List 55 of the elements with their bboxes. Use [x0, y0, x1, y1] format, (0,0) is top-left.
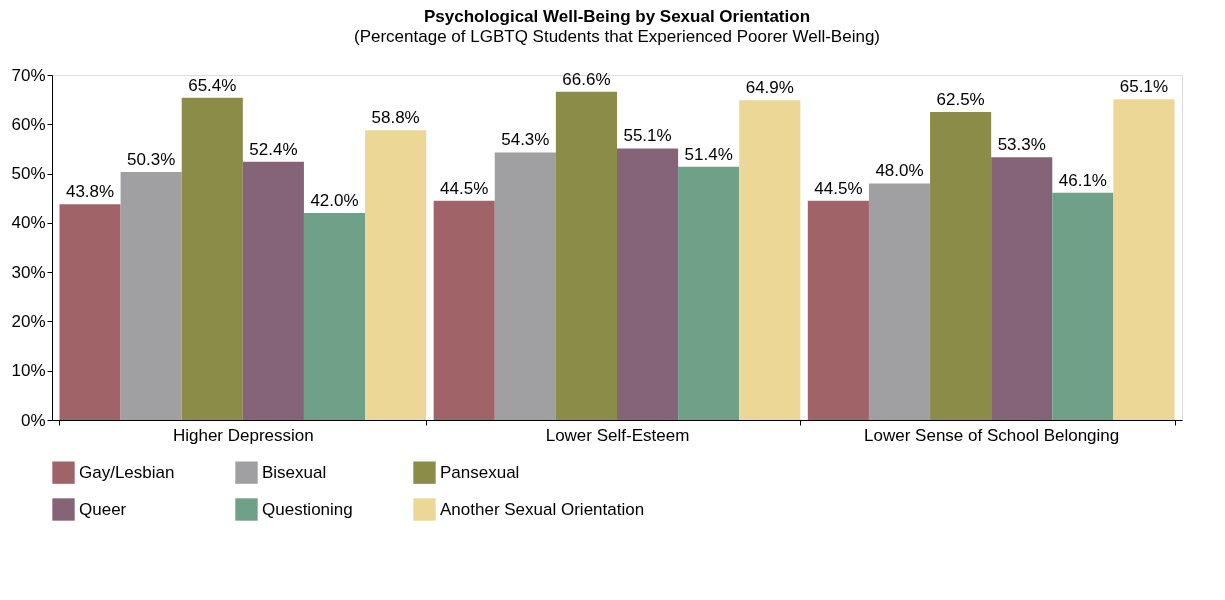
- legend-label: Bisexual: [262, 462, 327, 482]
- data-label: 65.4%: [188, 75, 237, 95]
- y-tick-label: 30%: [11, 262, 46, 282]
- data-label: 66.6%: [562, 69, 611, 89]
- data-label: 53.3%: [997, 135, 1046, 155]
- data-label: 44.5%: [814, 178, 863, 198]
- chart-subtitle: (Percentage of LGBTQ Students that Experienced Poorer Well-Being): [353, 27, 881, 46]
- bar: [807, 200, 869, 420]
- bar: [494, 152, 556, 420]
- y-tick-label: 20%: [11, 311, 46, 331]
- legend-label: Questioning: [262, 499, 353, 519]
- data-label: 52.4%: [249, 139, 298, 159]
- bar: [120, 172, 182, 420]
- bar: [433, 200, 495, 420]
- data-label: 43.8%: [65, 182, 115, 202]
- bar: [678, 166, 740, 420]
- y-tick-label: 40%: [11, 213, 46, 233]
- data-label: 54.3%: [501, 130, 550, 150]
- data-label: 65.1%: [1119, 77, 1169, 97]
- bar: [991, 157, 1053, 420]
- data-label: 42.0%: [310, 191, 359, 210]
- data-label: 51.4%: [684, 144, 733, 164]
- bar: [59, 204, 121, 420]
- data-label: 64.9%: [745, 78, 794, 98]
- y-tick-label: 10%: [11, 361, 46, 381]
- bar: [868, 183, 931, 420]
- data-label: 50.3%: [127, 150, 176, 170]
- bar: [242, 161, 304, 420]
- data-label: 62.5%: [936, 89, 985, 109]
- bar: [739, 100, 801, 420]
- x-tick-label: Higher Depression: [172, 425, 314, 445]
- legend-label: Gay/Lesbian: [79, 462, 175, 482]
- legend-label: Another Sexual Orientation: [440, 499, 645, 519]
- data-label: 58.8%: [371, 108, 420, 128]
- legend-label: Queer: [79, 499, 127, 519]
- data-label: 44.5%: [440, 178, 489, 198]
- bar: [1052, 192, 1114, 420]
- bar: [555, 91, 617, 420]
- bar: [617, 148, 679, 420]
- x-tick-label: Lower Sense of School Belonging: [864, 425, 1120, 445]
- legend-label: Pansexual: [440, 462, 520, 482]
- bar: [181, 97, 243, 420]
- bar: [930, 111, 992, 420]
- bar: [365, 130, 427, 420]
- bar: [303, 213, 366, 420]
- data-label: 55.1%: [623, 126, 672, 146]
- bar: [1113, 99, 1175, 420]
- x-tick-label: Lower Self-Esteem: [545, 425, 690, 445]
- data-label: 46.1%: [1058, 170, 1107, 190]
- y-tick-label: 0%: [20, 410, 46, 430]
- y-tick-label: 70%: [11, 65, 46, 85]
- data-label: 48.0%: [875, 161, 924, 181]
- chart-title: Psychological Well-Being by Sexual Orientation: [423, 7, 811, 26]
- y-tick-label: 50%: [11, 164, 46, 184]
- y-tick-label: 60%: [11, 114, 46, 134]
